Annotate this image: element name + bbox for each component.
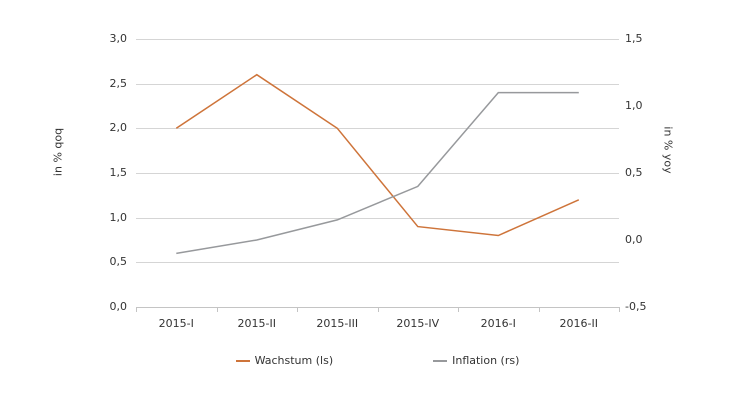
legend-line-swatch [235,360,250,362]
category-label: 2016-II [559,317,598,330]
x-axis-tick [538,307,540,312]
left-axis-tick-label: 3,0 [109,32,128,45]
gridline [136,39,619,40]
right-axis-tick-label: -0,5 [625,300,647,313]
gridline [136,217,619,219]
right-axis-tick-label: 0,5 [625,166,643,179]
gridline [136,173,619,174]
legend-label: Wachstum (ls) [254,354,334,367]
x-axis-tick [297,307,298,312]
x-axis-tick [216,307,218,312]
category-label: 2015-IV [396,317,440,330]
category-label: 2016-I [480,317,516,330]
category-label: 2015-II [237,317,276,330]
left-axis-tick-label: 2,0 [109,121,128,135]
series-line-inflation [176,91,579,255]
legend-line-swatch [433,360,448,362]
category-label: 2015-I [158,317,194,330]
category-label: 2015-III [316,317,359,330]
series-line-wachstum [175,73,580,237]
right-axis-tick-label: 1,0 [625,99,643,112]
chart-legend: Wachstum (ls) Inflation (rs) [136,354,619,368]
legend-item: Wachstum (ls) [235,354,334,368]
legend-item: Inflation (rs) [433,354,519,368]
legend-label: Inflation (rs) [452,354,520,367]
x-axis-tick [619,307,620,312]
gridline [136,262,619,264]
gridline [136,128,619,130]
left-axis-tick-label: 1,5 [109,166,128,179]
right-axis-tick-label: 1,5 [625,32,643,45]
right-axis-tick-label: 0,0 [625,233,643,246]
x-axis-tick [458,307,459,312]
gridline [136,83,619,85]
x-axis-tick [136,307,137,312]
left-axis-tick-label: 0,5 [109,255,128,269]
left-axis-tick-label: 2,5 [109,76,128,90]
left-axis-tick-label: 0,0 [109,300,128,313]
x-axis-tick [377,307,379,312]
left-axis-tick-label: 1,0 [109,210,128,224]
